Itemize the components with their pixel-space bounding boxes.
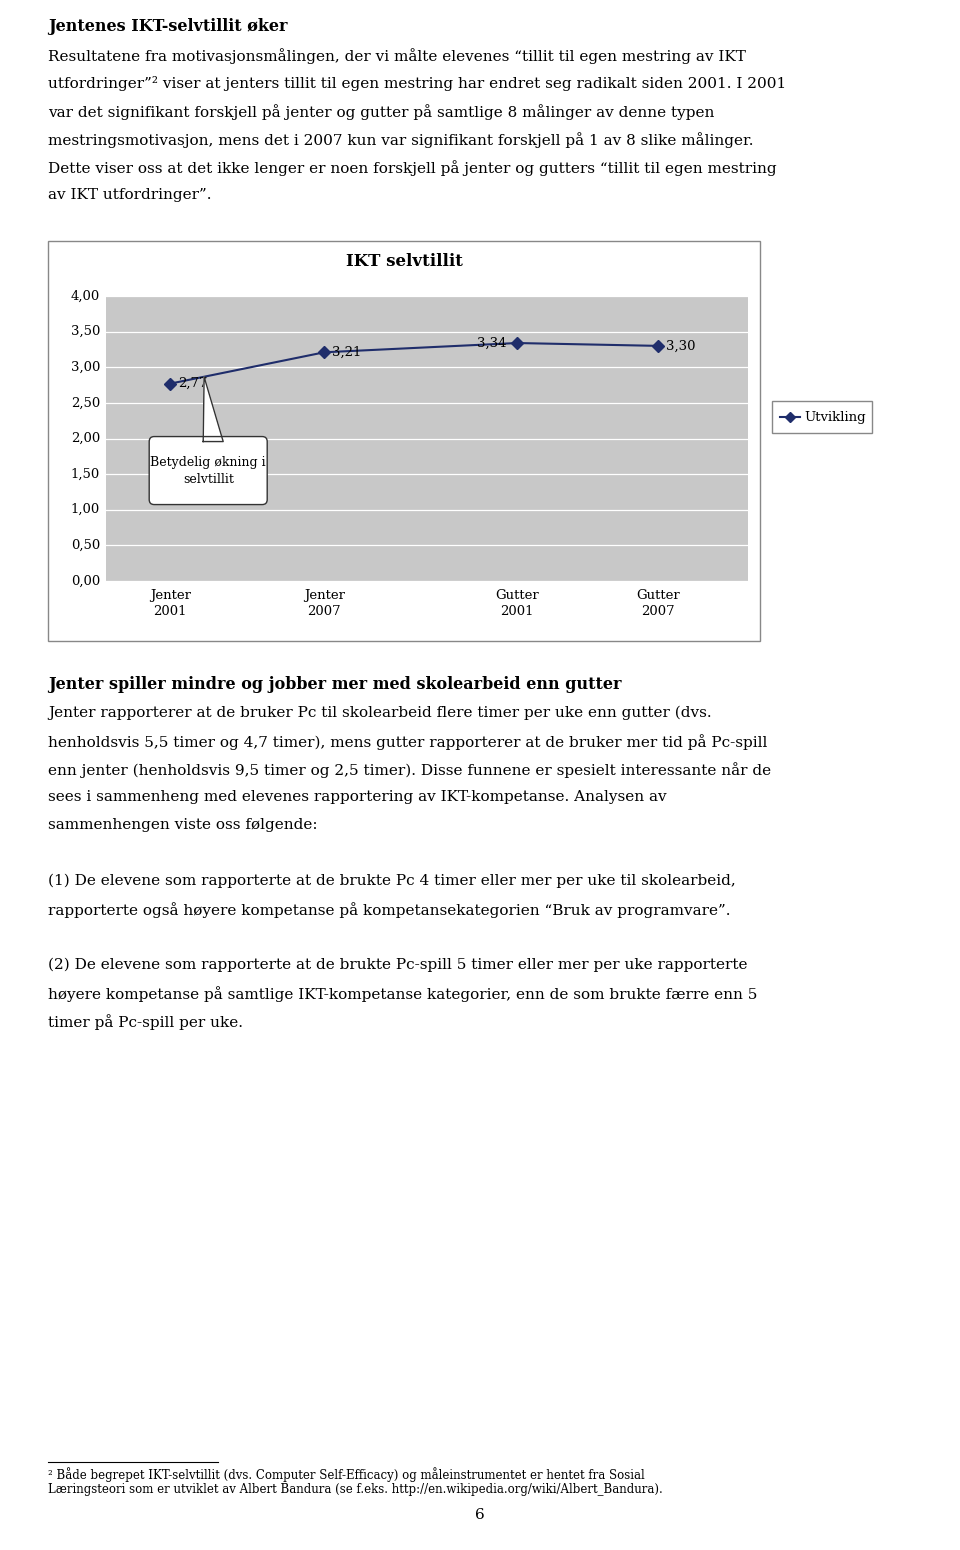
Text: timer på Pc-spill per uke.: timer på Pc-spill per uke.: [48, 1014, 243, 1029]
Text: 3,00: 3,00: [71, 361, 100, 374]
Text: utfordringer”² viser at jenters tillit til egen mestring har endret seg radikalt: utfordringer”² viser at jenters tillit t…: [48, 76, 786, 91]
Text: Jenter rapporterer at de bruker Pc til skolearbeid flere timer per uke enn gutte: Jenter rapporterer at de bruker Pc til s…: [48, 705, 711, 721]
Bar: [48, 240, 760, 642]
Text: Læringsteori som er utviklet av Albert Bandura (se f.eks. http://en.wikipedia.or: Læringsteori som er utviklet av Albert B…: [48, 1483, 662, 1496]
Text: av IKT utfordringer”.: av IKT utfordringer”.: [48, 188, 211, 202]
Text: Gutter: Gutter: [636, 589, 680, 601]
Text: 3,50: 3,50: [71, 326, 100, 338]
Text: 2,00: 2,00: [71, 432, 100, 445]
Text: 3,34: 3,34: [477, 336, 507, 350]
Text: mestringsmotivasjon, mens det i 2007 kun var signifikant forskjell på 1 av 8 sli: mestringsmotivasjon, mens det i 2007 kun…: [48, 132, 754, 147]
FancyBboxPatch shape: [772, 401, 872, 432]
Text: Jenter: Jenter: [150, 589, 191, 601]
Text: 6: 6: [475, 1508, 485, 1522]
Text: Jenter: Jenter: [303, 589, 345, 601]
Text: sammenhengen viste oss følgende:: sammenhengen viste oss følgende:: [48, 818, 318, 832]
Text: 2001: 2001: [154, 604, 187, 618]
Text: 0,00: 0,00: [71, 575, 100, 587]
Text: 1,00: 1,00: [71, 504, 100, 516]
Text: (2) De elevene som rapporterte at de brukte Pc-spill 5 timer eller mer per uke r: (2) De elevene som rapporterte at de bru…: [48, 958, 748, 972]
Text: 2,77: 2,77: [179, 377, 207, 391]
Bar: [106, 296, 748, 581]
Text: 3,30: 3,30: [666, 339, 696, 352]
Text: Resultatene fra motivasjonsmålingen, der vi målte elevenes “tillit til egen mest: Resultatene fra motivasjonsmålingen, der…: [48, 48, 746, 64]
Text: Utvikling: Utvikling: [804, 411, 866, 423]
Text: var det signifikant forskjell på jenter og gutter på samtlige 8 målinger av denn: var det signifikant forskjell på jenter …: [48, 104, 714, 119]
Text: sees i sammenheng med elevenes rapportering av IKT-kompetanse. Analysen av: sees i sammenheng med elevenes rapporter…: [48, 790, 666, 804]
Text: 0,50: 0,50: [71, 539, 100, 552]
Text: 4,00: 4,00: [71, 290, 100, 302]
Text: enn jenter (henholdsvis 9,5 timer og 2,5 timer). Disse funnene er spesielt inter: enn jenter (henholdsvis 9,5 timer og 2,5…: [48, 763, 771, 778]
Text: Betydelig økning i
selvtillit: Betydelig økning i selvtillit: [151, 456, 266, 485]
Text: Gutter: Gutter: [495, 589, 539, 601]
FancyBboxPatch shape: [149, 437, 267, 505]
Text: ² Både begrepet IKT-selvtillit (dvs. Computer Self-Efficacy) og måleinstrumentet: ² Både begrepet IKT-selvtillit (dvs. Com…: [48, 1466, 645, 1482]
Text: Jenter spiller mindre og jobber mer med skolearbeid enn gutter: Jenter spiller mindre og jobber mer med …: [48, 676, 621, 693]
Text: henholdsvis 5,5 timer og 4,7 timer), mens gutter rapporterer at de bruker mer ti: henholdsvis 5,5 timer og 4,7 timer), men…: [48, 735, 767, 750]
Text: 2007: 2007: [307, 604, 341, 618]
Text: rapporterte også høyere kompetanse på kompetansekategorien “Bruk av programvare”: rapporterte også høyere kompetanse på ko…: [48, 902, 731, 918]
Text: Dette viser oss at det ikke lenger er noen forskjell på jenter og gutters “tilli: Dette viser oss at det ikke lenger er no…: [48, 160, 777, 175]
Text: 2,50: 2,50: [71, 397, 100, 409]
Text: 2007: 2007: [641, 604, 675, 618]
Text: IKT selvtillit: IKT selvtillit: [346, 253, 463, 270]
Text: (1) De elevene som rapporterte at de brukte Pc 4 timer eller mer per uke til sko: (1) De elevene som rapporterte at de bru…: [48, 874, 735, 888]
Text: 1,50: 1,50: [71, 468, 100, 480]
Text: høyere kompetanse på samtlige IKT-kompetanse kategorier, enn de som brukte færre: høyere kompetanse på samtlige IKT-kompet…: [48, 986, 757, 1001]
Text: 2001: 2001: [500, 604, 534, 618]
Text: Jentenes IKT-selvtillit øker: Jentenes IKT-selvtillit øker: [48, 19, 287, 36]
Text: 3,21: 3,21: [332, 346, 362, 358]
Polygon shape: [204, 377, 223, 442]
